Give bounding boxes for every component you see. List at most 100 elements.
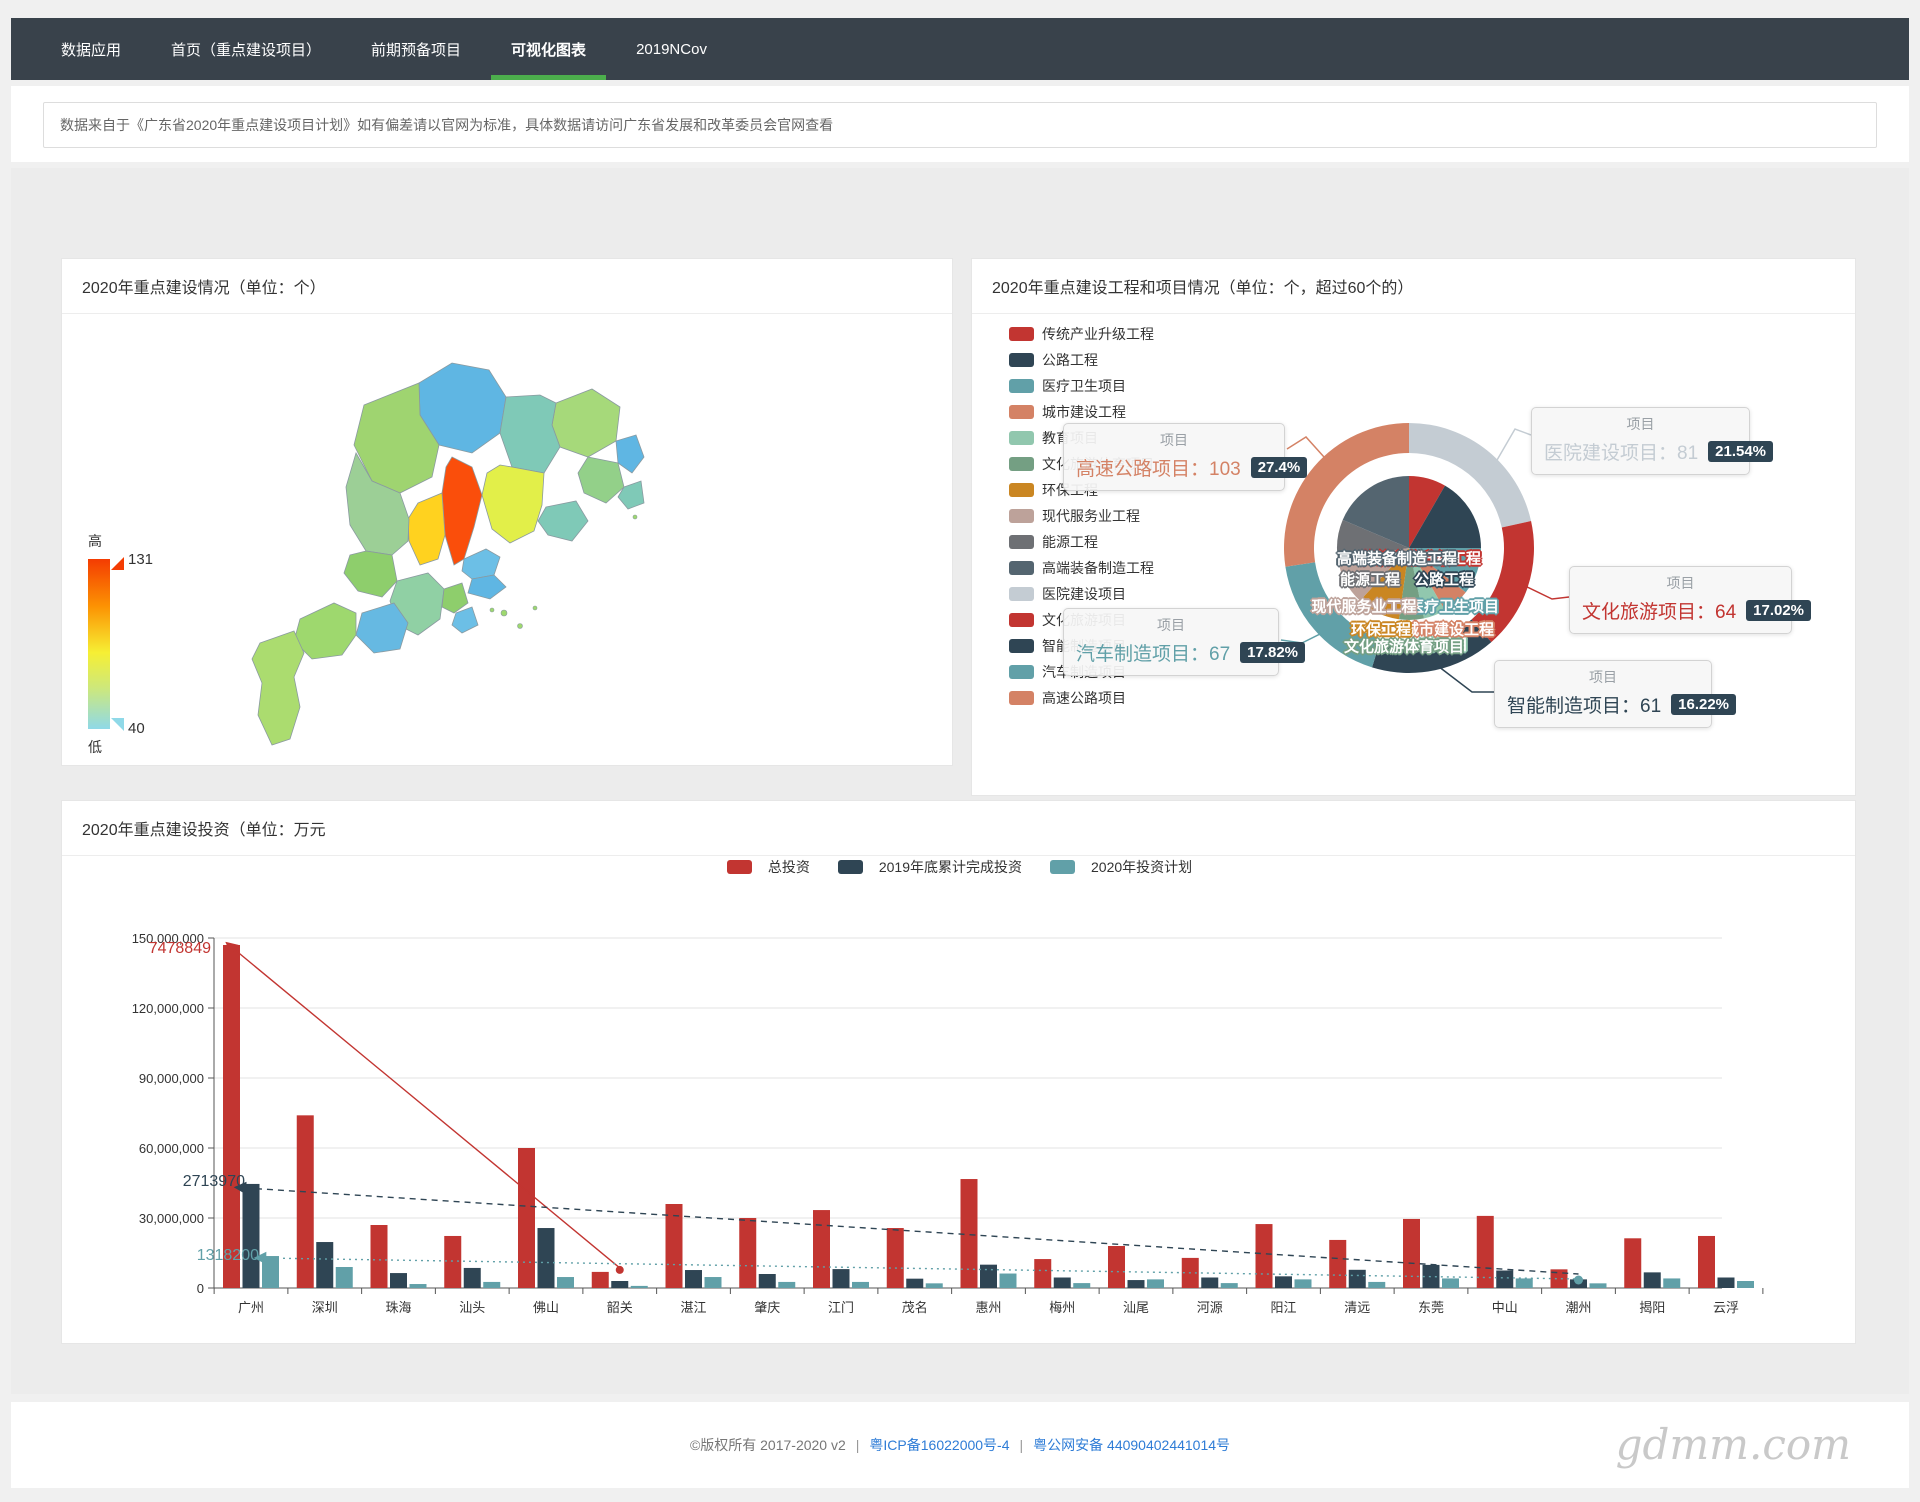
map-region-河源[interactable]: [499, 394, 561, 474]
bar-2019年底累计完成投资-茂名[interactable]: [906, 1278, 924, 1288]
bar-2020年投资计划-清远[interactable]: [1368, 1281, 1386, 1288]
bar-2020年投资计划-韶关[interactable]: [630, 1285, 648, 1288]
bar-总投资-阳江[interactable]: [1255, 1224, 1273, 1288]
bar-总投资-茂名[interactable]: [886, 1228, 904, 1288]
bar-chart[interactable]: 0 30,000,000 60,000,000 90,000,000 120,000,0…: [62, 849, 1857, 1345]
donut-inner-sector-教育项目[interactable]: [1409, 548, 1445, 619]
bar-2019年底累计完成投资-汕尾[interactable]: [1127, 1280, 1145, 1288]
bar-2020年投资计划-深圳[interactable]: [335, 1267, 353, 1288]
map-region-汕头[interactable]: [617, 480, 645, 510]
map-region-广州[interactable]: [441, 456, 483, 566]
map-region-中山[interactable]: [441, 582, 469, 614]
bar-2019年底累计完成投资-阳江[interactable]: [1275, 1276, 1292, 1288]
donut-legend-item-城市建设工程[interactable]: 城市建设工程: [1009, 401, 1154, 423]
nav-item-visual-charts[interactable]: 可视化图表: [491, 18, 607, 80]
map-region-梅州[interactable]: [551, 388, 621, 458]
bar-2020年投资计划-汕头[interactable]: [483, 1281, 501, 1288]
map-region-肇庆[interactable]: [345, 451, 410, 556]
map-region-清远[interactable]: [353, 382, 440, 494]
bar-总投资-珠海[interactable]: [370, 1225, 388, 1288]
police-license-link[interactable]: 粤公网安备 44090402441014号: [1033, 1437, 1231, 1453]
map-region-揭阳[interactable]: [577, 456, 625, 504]
donut-inner-sector-高端装备制造工程[interactable]: [1342, 476, 1409, 548]
nav-item-data-app[interactable]: 数据应用: [61, 41, 122, 59]
nav-item-home[interactable]: 首页（重点建设项目）: [171, 41, 322, 59]
bar-2020年投资计划-云浮[interactable]: [1737, 1281, 1754, 1288]
bar-legend-item-2020年投资计划[interactable]: 2020年投资计划: [1050, 857, 1192, 877]
bar-2020年投资计划-阳江[interactable]: [1294, 1279, 1312, 1288]
bar-2019年底累计完成投资-惠州[interactable]: [980, 1264, 997, 1288]
bar-总投资-汕尾[interactable]: [1108, 1246, 1125, 1288]
bar-2019年底累计完成投资-韶关[interactable]: [611, 1281, 629, 1288]
nav-item-preparatory[interactable]: 前期预备项目: [371, 41, 462, 59]
bar-总投资-中山[interactable]: [1476, 1215, 1494, 1288]
donut-legend-item-能源工程[interactable]: 能源工程: [1009, 531, 1154, 553]
visual-map-legend[interactable]: 高 131 40 低: [88, 531, 178, 757]
donut-outer-sector-智能制造项目[interactable]: [1372, 619, 1492, 673]
map-region-潮州[interactable]: [615, 434, 645, 474]
donut-inner-sector-城市建设工程[interactable]: [1409, 548, 1466, 611]
bar-总投资-云浮[interactable]: [1698, 1235, 1715, 1288]
bar-总投资-江门[interactable]: [813, 1210, 830, 1288]
bar-2019年底累计完成投资-肇庆[interactable]: [758, 1274, 776, 1288]
map-region-佛山[interactable]: [407, 492, 446, 566]
bar-总投资-梅州[interactable]: [1034, 1259, 1052, 1288]
donut-inner-sector-环保工程[interactable]: [1359, 548, 1409, 620]
bar-总投资-潮州[interactable]: [1550, 1269, 1568, 1288]
bar-总投资-广州[interactable]: [223, 945, 240, 1288]
icp-license-link[interactable]: 粤ICP备16022000号-4: [869, 1437, 1010, 1453]
donut-inner-sector-医疗卫生项目[interactable]: [1409, 548, 1481, 593]
bar-总投资-佛山[interactable]: [518, 1148, 535, 1288]
donut-legend-item-公路工程[interactable]: 公路工程: [1009, 349, 1154, 371]
bar-总投资-东莞[interactable]: [1403, 1218, 1420, 1288]
bar-2020年投资计划-揭阳[interactable]: [1663, 1278, 1681, 1288]
map-region-云浮[interactable]: [343, 550, 398, 598]
bar-2019年底累计完成投资-江门[interactable]: [832, 1269, 850, 1288]
donut-chart[interactable]: [972, 307, 1857, 797]
bar-总投资-肇庆[interactable]: [739, 1218, 757, 1288]
bar-2019年底累计完成投资-清远[interactable]: [1348, 1269, 1366, 1288]
bar-2019年底累计完成投资-佛山[interactable]: [537, 1228, 555, 1288]
donut-legend-item-现代服务业工程[interactable]: 现代服务业工程: [1009, 505, 1154, 527]
bar-2020年投资计划-汕尾[interactable]: [1147, 1279, 1164, 1288]
donut-legend-item-医院建设项目[interactable]: 医院建设项目: [1009, 583, 1154, 605]
donut-inner-sector-现代服务业工程[interactable]: [1337, 548, 1409, 601]
bar-2019年底累计完成投资-梅州[interactable]: [1053, 1277, 1071, 1289]
bar-2019年底累计完成投资-湛江[interactable]: [685, 1270, 702, 1288]
bar-2020年投资计划-珠海[interactable]: [409, 1284, 427, 1288]
bar-2019年底累计完成投资-揭阳[interactable]: [1643, 1272, 1661, 1288]
map-region-珠海[interactable]: [451, 606, 479, 634]
bar-2019年底累计完成投资-东莞[interactable]: [1422, 1264, 1440, 1288]
bar-2019年底累计完成投资-河源[interactable]: [1201, 1277, 1219, 1289]
bar-2020年投资计划-河源[interactable]: [1220, 1283, 1238, 1288]
donut-inner-sector-能源工程[interactable]: [1337, 519, 1409, 560]
bar-2020年投资计划-惠州[interactable]: [999, 1273, 1017, 1288]
bar-总投资-深圳[interactable]: [296, 1115, 314, 1288]
donut-legend-item-医疗卫生项目[interactable]: 医疗卫生项目: [1009, 375, 1154, 397]
bar-2019年底累计完成投资-汕头[interactable]: [463, 1267, 481, 1288]
guangdong-map[interactable]: [204, 345, 654, 765]
donut-inner-sector-公路工程[interactable]: [1409, 485, 1481, 548]
visual-map-gradient-bar[interactable]: [88, 559, 110, 729]
map-region-深圳[interactable]: [467, 574, 507, 600]
bar-2020年投资计划-梅州[interactable]: [1073, 1283, 1091, 1288]
nav-item-2019ncov[interactable]: 2019NCov: [636, 40, 707, 58]
donut-outer-sector-高速公路项目[interactable]: [1284, 423, 1409, 567]
donut-legend-item-传统产业升级工程[interactable]: 传统产业升级工程: [1009, 323, 1154, 345]
donut-legend-item-高端装备制造工程[interactable]: 高端装备制造工程: [1009, 557, 1154, 579]
bar-2019年底累计完成投资-珠海[interactable]: [390, 1273, 407, 1288]
bar-2019年底累计完成投资-广州[interactable]: [242, 1183, 260, 1288]
bar-2020年投资计划-江门[interactable]: [852, 1281, 869, 1288]
bar-2020年投资计划-湛江[interactable]: [704, 1277, 722, 1288]
bar-总投资-湛江[interactable]: [665, 1204, 683, 1288]
bar-总投资-清远[interactable]: [1329, 1239, 1347, 1288]
bar-总投资-惠州[interactable]: [960, 1179, 978, 1288]
map-region-东莞[interactable]: [461, 548, 501, 580]
donut-legend-item-高速公路项目[interactable]: 高速公路项目: [1009, 687, 1154, 709]
bar-2020年投资计划-东莞[interactable]: [1442, 1278, 1459, 1288]
bar-2019年底累计完成投资-深圳[interactable]: [316, 1242, 334, 1288]
map-region-汕尾[interactable]: [537, 500, 589, 542]
bar-2020年投资计划-佛山[interactable]: [557, 1277, 574, 1288]
bar-2020年投资计划-肇庆[interactable]: [778, 1281, 796, 1288]
bar-总投资-揭阳[interactable]: [1624, 1238, 1642, 1288]
